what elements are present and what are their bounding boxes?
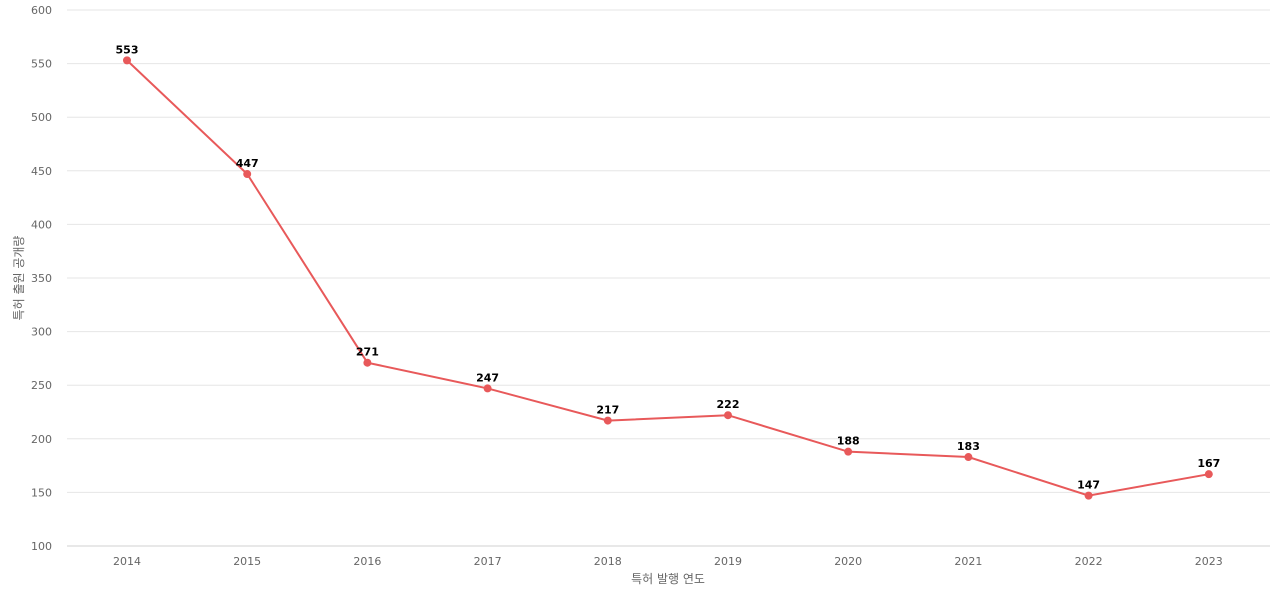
y-tick-label: 500 xyxy=(31,111,52,124)
data-point[interactable] xyxy=(363,358,372,367)
data-label: 247 xyxy=(476,371,499,384)
x-tick-label: 2022 xyxy=(1075,555,1103,568)
y-tick-label: 150 xyxy=(31,486,52,499)
x-tick-label: 2017 xyxy=(474,555,502,568)
y-tick-label: 250 xyxy=(31,379,52,392)
x-tick-label: 2015 xyxy=(233,555,261,568)
data-label: 553 xyxy=(116,43,139,56)
data-point[interactable] xyxy=(123,56,131,65)
y-axis-ticks: 100 150 200 250 300 350 400 450 500 550 600 xyxy=(31,4,52,553)
x-tick-label: 2016 xyxy=(353,555,381,568)
data-label: 167 xyxy=(1197,457,1220,470)
data-point[interactable] xyxy=(724,411,732,420)
data-label: 222 xyxy=(717,398,740,411)
x-tick-label: 2021 xyxy=(954,555,982,568)
grid-layer xyxy=(67,9,1270,547)
x-tick-label: 2020 xyxy=(834,555,862,568)
data-point[interactable] xyxy=(483,384,492,393)
data-point[interactable] xyxy=(603,416,612,425)
x-axis-title: 특허 발행 연도 xyxy=(631,571,705,586)
y-tick-label: 550 xyxy=(31,58,52,71)
y-tick-label: 300 xyxy=(31,326,52,339)
data-point[interactable] xyxy=(964,453,973,462)
x-axis-ticks: 2014 2015 2016 2017 2018 2019 2020 2021 2022 2023 xyxy=(113,555,1223,568)
x-tick-label: 2019 xyxy=(714,555,742,568)
series-layer xyxy=(123,56,1213,500)
y-tick-label: 600 xyxy=(31,4,52,17)
x-tick-label: 2023 xyxy=(1195,555,1223,568)
data-point[interactable] xyxy=(1204,470,1213,479)
data-label: 271 xyxy=(356,346,379,359)
x-tick-label: 2014 xyxy=(113,555,141,568)
data-label: 217 xyxy=(596,404,619,417)
y-tick-label: 450 xyxy=(31,165,52,178)
y-tick-label: 100 xyxy=(31,540,52,553)
y-axis-title: 특허 출원 공개량 xyxy=(12,236,26,321)
y-tick-label: 400 xyxy=(31,218,52,231)
data-label: 147 xyxy=(1077,479,1100,492)
data-labels: 553 447 271 247 217 222 188 183 147 167 xyxy=(116,43,1221,491)
x-tick-label: 2018 xyxy=(594,555,622,568)
data-label: 188 xyxy=(837,435,860,448)
data-point[interactable] xyxy=(243,170,252,179)
series-line xyxy=(126,59,1209,497)
y-tick-label: 200 xyxy=(31,433,52,446)
data-label: 183 xyxy=(957,440,980,453)
data-point[interactable] xyxy=(844,447,853,456)
data-point[interactable] xyxy=(1084,491,1093,500)
y-tick-label: 350 xyxy=(31,272,52,285)
data-label: 447 xyxy=(236,157,259,170)
